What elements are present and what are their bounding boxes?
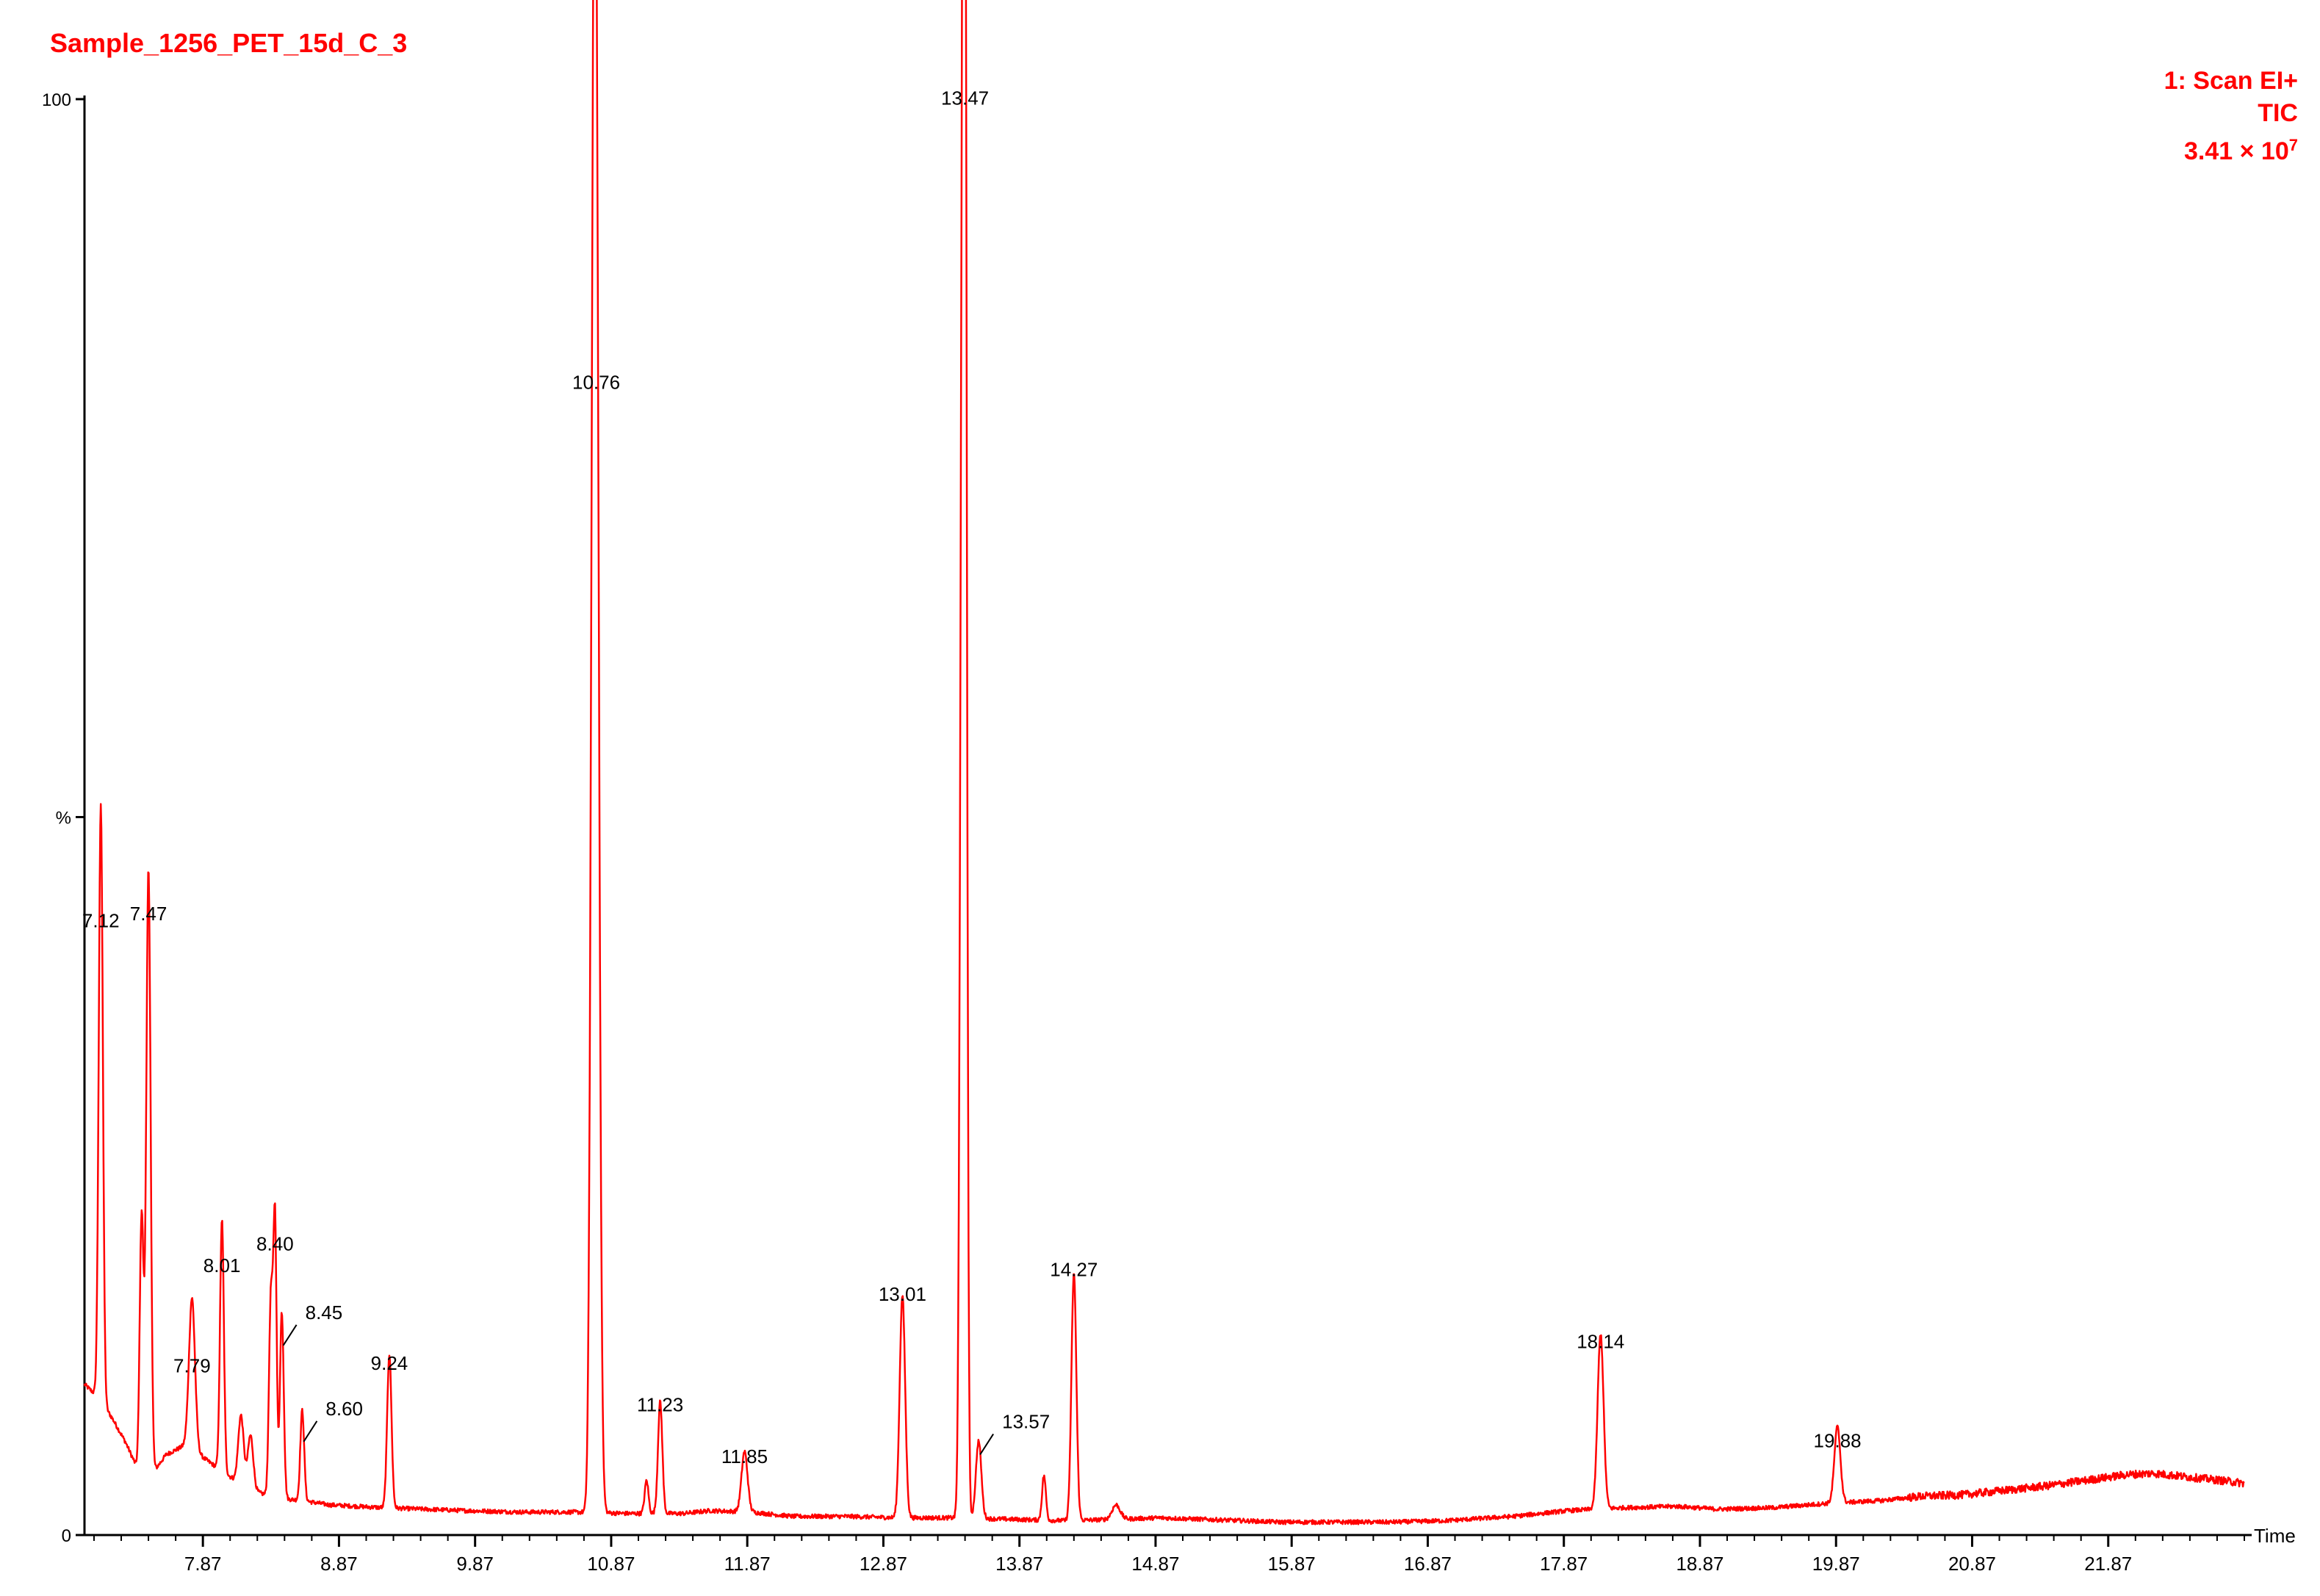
peak-label: 7.79 bbox=[173, 1355, 211, 1377]
x-tick-label: 19.87 bbox=[1812, 1553, 1860, 1575]
peak-label: 13.01 bbox=[879, 1283, 926, 1305]
y-tick-label: 0 bbox=[62, 1526, 71, 1546]
scan-mode-label: 1: Scan EI+ bbox=[2164, 67, 2298, 95]
y-tick-label: 100 bbox=[42, 90, 71, 110]
x-tick-label: 18.87 bbox=[1676, 1553, 1723, 1575]
peak-labels: 7.12 7.47 7.79 8.01 8.40 8.45 8.60 9.24 10.76 11.… bbox=[82, 87, 1862, 1467]
x-tick-label: 13.87 bbox=[995, 1553, 1043, 1575]
peak-label: 11.85 bbox=[721, 1445, 768, 1467]
peak-label-leader bbox=[979, 1433, 994, 1455]
x-tick-label: 14.87 bbox=[1131, 1553, 1179, 1575]
peak-label: 14.27 bbox=[1050, 1259, 1098, 1281]
x-tick-label: 9.87 bbox=[456, 1553, 494, 1575]
peak-label: 11.23 bbox=[637, 1394, 683, 1416]
peak-label: 8.45 bbox=[306, 1301, 343, 1324]
tic-trace bbox=[83, 0, 2245, 1525]
sample-title: Sample_1256_PET_15d_C_3 bbox=[50, 28, 408, 58]
x-tick-label: 15.87 bbox=[1268, 1553, 1316, 1575]
peak-label: 7.12 bbox=[82, 910, 120, 932]
peak-label: 18.14 bbox=[1577, 1330, 1624, 1352]
peak-label-leader bbox=[282, 1324, 298, 1346]
peak-label: 7.47 bbox=[130, 903, 167, 925]
peak-label: 19.88 bbox=[1814, 1429, 1862, 1451]
peak-label: 8.01 bbox=[203, 1254, 241, 1277]
x-tick-label: 17.87 bbox=[1540, 1553, 1588, 1575]
trace-layer bbox=[83, 0, 2245, 1525]
intensity-mantissa: 3.41 × 10 bbox=[2184, 137, 2289, 165]
x-tick-label: 16.87 bbox=[1404, 1553, 1452, 1575]
peak-label: 13.57 bbox=[1002, 1410, 1050, 1432]
peak-label-leader bbox=[303, 1420, 318, 1442]
peak-label: 8.60 bbox=[325, 1398, 363, 1420]
x-tick-label: 21.87 bbox=[2084, 1553, 2132, 1575]
x-tick-label: 8.87 bbox=[320, 1553, 358, 1575]
x-axis-title: Time bbox=[2254, 1525, 2296, 1547]
intensity-exponent: 7 bbox=[2288, 136, 2298, 154]
acquisition-info: 1: Scan EI+ TIC 3.41 × 107 bbox=[2164, 65, 2298, 167]
x-tick-label: 20.87 bbox=[1948, 1553, 1996, 1575]
x-tick-label: 12.87 bbox=[860, 1553, 907, 1575]
peak-label: 13.47 bbox=[941, 87, 989, 109]
peak-label: 9.24 bbox=[371, 1352, 408, 1374]
max-intensity-label: 3.41 × 107 bbox=[2164, 129, 2298, 167]
peak-label: 8.40 bbox=[256, 1233, 294, 1255]
trace-type-label: TIC bbox=[2258, 99, 2298, 127]
x-tick-label: 7.87 bbox=[184, 1553, 222, 1575]
y-tick-label: % bbox=[56, 809, 71, 828]
peak-label: 10.76 bbox=[572, 372, 620, 394]
axes: 100% 0 7.87 8.87 9.87 10.87 11.87 12.87 13.87 14.… bbox=[42, 90, 2296, 1575]
x-tick-label: 10.87 bbox=[587, 1553, 635, 1575]
x-tick-label: 11.87 bbox=[724, 1553, 771, 1575]
